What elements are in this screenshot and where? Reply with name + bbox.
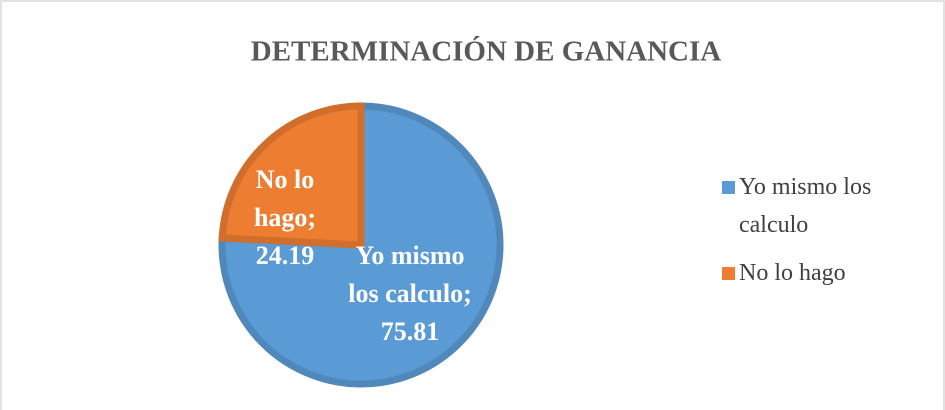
- data-label: No lo hago; 24.19: [254, 165, 316, 270]
- text-line: Yo mismo los: [739, 174, 871, 200]
- data-label: Yo mismo los calculo; 75.81: [348, 241, 472, 346]
- text-line: 24.19: [256, 241, 315, 270]
- text-line: calculo: [739, 212, 808, 238]
- text-line: No lo: [256, 165, 315, 194]
- chart-title: DETERMINACIÓN DE GANANCIA: [251, 35, 722, 68]
- text-line: No lo hago: [739, 260, 846, 286]
- legend-label: No lo hago: [739, 260, 846, 286]
- text-line: los calculo;: [348, 279, 472, 308]
- text-line: 75.81: [381, 317, 440, 346]
- text-line: hago;: [254, 203, 316, 232]
- pie-slice: [218, 102, 365, 249]
- legend-swatch: [722, 267, 735, 280]
- text-line: Yo mismo: [355, 241, 464, 270]
- pie-slice: [218, 102, 504, 388]
- legend-label: Yo mismo los calculo: [739, 174, 871, 238]
- legend-swatch: [722, 181, 735, 194]
